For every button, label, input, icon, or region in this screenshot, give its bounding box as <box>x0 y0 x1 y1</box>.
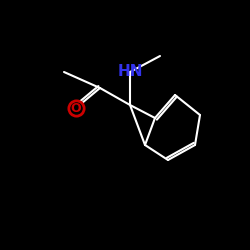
Text: HN: HN <box>117 64 143 80</box>
Text: O: O <box>71 102 81 114</box>
